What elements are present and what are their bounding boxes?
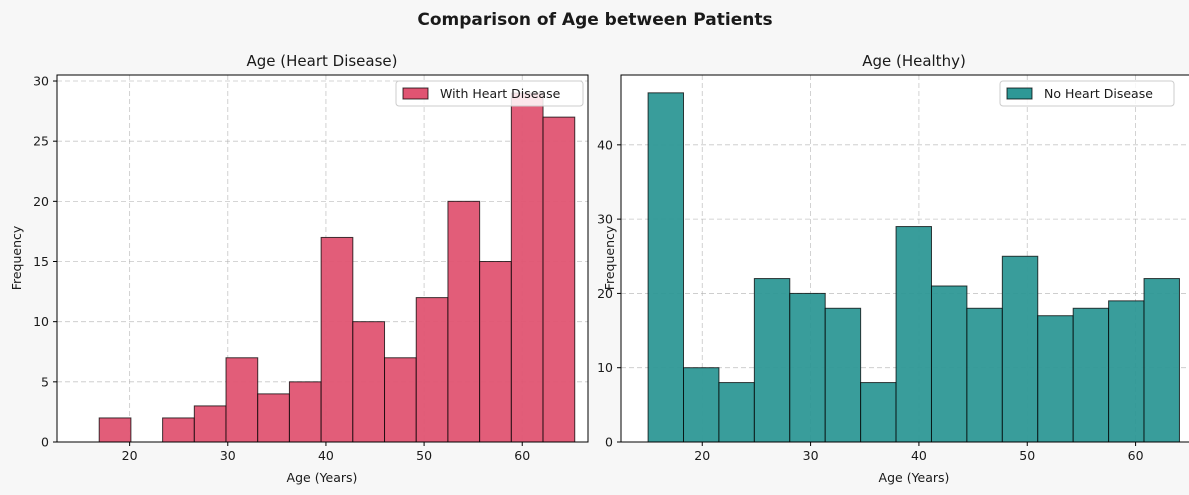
legend: No Heart Disease (999, 80, 1175, 107)
x-tick-label: 60 (514, 448, 530, 463)
histogram-bar (162, 417, 195, 443)
y-tick-label: 20 (33, 194, 49, 209)
y-axis-label: Frequency (9, 225, 24, 290)
y-axis-label: Frequency (602, 225, 617, 290)
axes-frame (620, 74, 1189, 443)
histogram-bar (352, 321, 386, 443)
x-tick-label: 50 (416, 448, 432, 463)
y-tick-label: 40 (597, 137, 613, 152)
histogram-bar (683, 367, 720, 443)
histogram-bar (225, 357, 259, 443)
x-tick-label: 50 (1019, 448, 1035, 463)
legend-swatch (402, 87, 429, 100)
histogram-bar (1001, 255, 1039, 443)
x-axis-label: Age (Years) (287, 470, 358, 485)
histogram-bar (288, 381, 322, 443)
histogram-bar (479, 261, 512, 443)
x-tick-label: 20 (694, 448, 710, 463)
x-tick-label: 20 (122, 448, 138, 463)
y-tick-label: 30 (597, 212, 613, 227)
chart-heart-disease: 20 30 40 50 60 0 5 10 15 20 25 30 Age (Heart Diseas… (9, 52, 589, 485)
histogram-bar (966, 307, 1003, 443)
y-tick-label: 0 (41, 435, 49, 450)
histogram-bar (320, 236, 354, 443)
x-tick-label: 60 (1128, 448, 1144, 463)
x-axis-label: Age (Years) (879, 470, 950, 485)
legend-frame (999, 80, 1175, 107)
legend-swatch (1006, 87, 1033, 100)
histogram-bar (384, 357, 417, 443)
chart-healthy: 20 30 40 50 60 0 10 20 30 40 Age (Healthy) Age (Y… (597, 52, 1189, 485)
y-tick-label: 5 (41, 374, 49, 389)
legend-frame (395, 80, 584, 107)
histogram-bar (895, 226, 932, 443)
histogram-bar (193, 405, 227, 443)
y-tick-label: 25 (33, 134, 49, 149)
x-tick-label: 30 (803, 448, 819, 463)
y-tick-label: 30 (33, 74, 49, 89)
chart-title: Age (Healthy) (862, 52, 966, 70)
figure-title: Comparison of Age between Patients (417, 10, 772, 30)
y-tick-label: 0 (605, 435, 613, 450)
x-tick-label: 40 (318, 448, 334, 463)
x-tick-label: 40 (911, 448, 927, 463)
chart-title: Age (Heart Disease) (247, 52, 398, 70)
histogram-bar (257, 393, 290, 443)
histogram-bar (1037, 315, 1074, 443)
histogram-bar (824, 307, 862, 443)
histogram-bar (98, 417, 132, 443)
legend-label: With Heart Disease (440, 86, 561, 101)
histogram-bar (860, 382, 897, 443)
axes-frame (56, 74, 589, 443)
y-tick-label: 10 (597, 360, 613, 375)
histogram-bar (542, 116, 576, 443)
y-tick-label: 10 (33, 314, 49, 329)
histogram-bar (510, 92, 544, 443)
histogram-bar (415, 297, 449, 443)
y-tick-label: 15 (33, 254, 49, 269)
histogram-bar (447, 200, 481, 443)
legend: With Heart Disease (395, 80, 584, 107)
histogram-bar (1072, 307, 1110, 443)
histogram-bar (930, 285, 968, 443)
histogram-bar (1143, 278, 1180, 443)
histogram-bar (718, 382, 755, 443)
histogram-bar (647, 92, 685, 443)
histogram-bar (789, 292, 826, 443)
x-tick-label: 30 (220, 448, 236, 463)
histogram-bar (1108, 300, 1145, 443)
y-tick-label: 20 (597, 286, 613, 301)
histogram-bar (753, 278, 791, 443)
legend-label: No Heart Disease (1044, 86, 1153, 101)
